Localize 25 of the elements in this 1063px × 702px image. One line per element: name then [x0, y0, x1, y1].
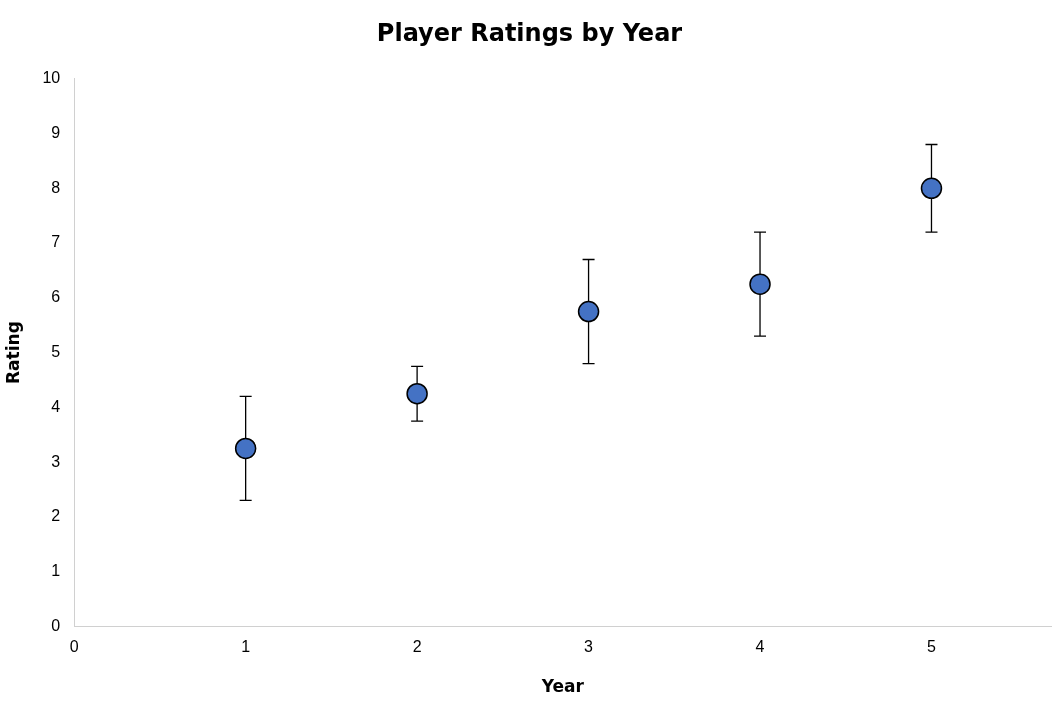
y-tick-label: 3 — [51, 452, 61, 470]
x-tick-label: 4 — [755, 638, 765, 656]
x-tick-label: 5 — [927, 638, 937, 656]
x-tick-label: 2 — [412, 638, 422, 656]
x-tick-label: 3 — [584, 638, 594, 656]
y-tick-label: 5 — [51, 343, 61, 361]
y-tick-label: 1 — [51, 562, 61, 580]
point — [749, 273, 771, 295]
x-tick-label: 1 — [241, 638, 251, 656]
chart-title: Player Ratings by Year — [376, 18, 683, 47]
y-axis-title: Rating — [2, 321, 23, 384]
point — [406, 382, 428, 405]
y-tick-label: 8 — [51, 178, 61, 196]
point — [920, 177, 943, 200]
y-tick-label: 2 — [51, 507, 61, 525]
x-axis-title: Year — [540, 676, 585, 697]
x-tick-label: 0 — [69, 638, 79, 656]
y-tick-label: 6 — [51, 288, 61, 306]
y-tick-label: 0 — [51, 616, 61, 634]
y-tick-label: 10 — [42, 69, 61, 87]
point — [577, 300, 600, 323]
y-tick-label: 4 — [51, 397, 61, 415]
point — [234, 437, 257, 460]
y-tick-label: 7 — [51, 233, 61, 251]
y-tick-label: 9 — [51, 123, 61, 141]
